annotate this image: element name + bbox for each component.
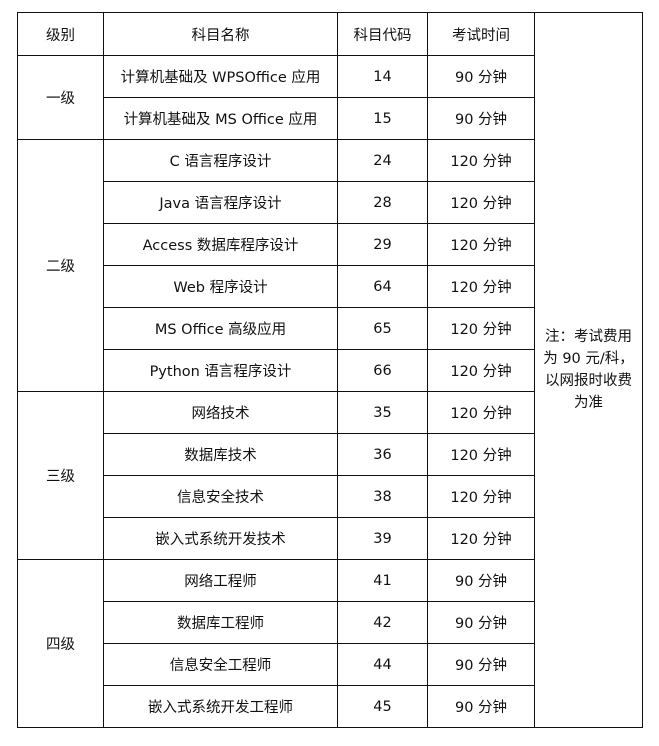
exam-time: 120 分钟 — [427, 349, 535, 392]
subject-name: 信息安全工程师 — [103, 643, 338, 686]
table-row: 信息安全工程师 44 90 分钟 — [18, 643, 643, 686]
table-row: Python 语言程序设计 66 120 分钟 — [18, 349, 643, 392]
header-subject-name: 科目名称 — [103, 12, 338, 56]
table-row: MS Office 高级应用 65 120 分钟 — [18, 307, 643, 350]
exam-time: 120 分钟 — [427, 517, 535, 560]
exam-time: 120 分钟 — [427, 181, 535, 224]
level-label: 二级 — [17, 139, 104, 392]
table-row: 数据库技术 36 120 分钟 — [18, 433, 643, 476]
exam-time: 120 分钟 — [427, 391, 535, 434]
subject-code: 45 — [337, 685, 428, 728]
header-exam-time: 考试时间 — [427, 12, 535, 56]
subject-code: 24 — [337, 139, 428, 182]
subject-name: 信息安全技术 — [103, 475, 338, 518]
exam-time: 120 分钟 — [427, 139, 535, 182]
subject-code: 36 — [337, 433, 428, 476]
subject-name: 数据库技术 — [103, 433, 338, 476]
exam-time: 120 分钟 — [427, 433, 535, 476]
subject-name: Python 语言程序设计 — [103, 349, 338, 392]
table-row: Access 数据库程序设计 29 120 分钟 — [18, 223, 643, 266]
table-row: 四级 网络工程师 41 90 分钟 — [17, 559, 643, 728]
exam-time: 120 分钟 — [427, 307, 535, 350]
exam-time: 90 分钟 — [427, 685, 535, 728]
subject-code: 14 — [337, 55, 428, 98]
fee-note: 注：考试费用为 90 元/科，以网报时收费为准 — [534, 12, 643, 728]
exam-time: 120 分钟 — [427, 475, 535, 518]
exam-time: 120 分钟 — [427, 265, 535, 308]
subject-name: 嵌入式系统开发工程师 — [103, 685, 338, 728]
subject-name: 网络工程师 — [103, 559, 338, 602]
subject-code: 35 — [337, 391, 428, 434]
exam-time: 90 分钟 — [427, 601, 535, 644]
table-row: Java 语言程序设计 28 120 分钟 — [18, 181, 643, 224]
subject-code: 64 — [337, 265, 428, 308]
subject-name: 数据库工程师 — [103, 601, 338, 644]
table-row: 三级 网络技术 35 120 分钟 — [17, 391, 643, 560]
exam-subjects-table: 级别 科目名称 科目代码 考试时间 注：考试费用为 90 元/科，以网报时收费为准 一级计… — [17, 12, 643, 728]
level-label: 一级 — [17, 55, 104, 140]
table-row: 计算机基础及 MS Office 应用 15 90 分钟 — [18, 97, 643, 140]
subject-code: 42 — [337, 601, 428, 644]
subject-code: 29 — [337, 223, 428, 266]
table-row: 二级 C 语言程序设计 24 120 分钟 — [17, 139, 643, 392]
exam-time: 90 分钟 — [427, 55, 535, 98]
subject-name: 网络技术 — [103, 391, 338, 434]
subject-name: C 语言程序设计 — [103, 139, 338, 182]
subject-name: 计算机基础及 WPSOffice 应用 — [103, 55, 338, 98]
subject-code: 15 — [337, 97, 428, 140]
subject-name: Java 语言程序设计 — [103, 181, 338, 224]
header-level: 级别 — [17, 12, 104, 56]
table-row: 数据库工程师 42 90 分钟 — [18, 601, 643, 644]
header-subject-code: 科目代码 — [337, 12, 428, 56]
table-row: 一级 计算机基础及 WPSOffice 应用 14 90 分钟 — [17, 55, 643, 140]
subject-name: 嵌入式系统开发技术 — [103, 517, 338, 560]
table-row: 嵌入式系统开发工程师 45 90 分钟 — [18, 685, 643, 728]
subject-code: 65 — [337, 307, 428, 350]
subject-code: 28 — [337, 181, 428, 224]
level-label: 三级 — [17, 391, 104, 560]
table-row: Web 程序设计 64 120 分钟 — [18, 265, 643, 308]
subject-code: 66 — [337, 349, 428, 392]
subject-code: 44 — [337, 643, 428, 686]
subject-code: 38 — [337, 475, 428, 518]
subject-name: 计算机基础及 MS Office 应用 — [103, 97, 338, 140]
exam-time: 120 分钟 — [427, 223, 535, 266]
subject-code: 41 — [337, 559, 428, 602]
subject-name: MS Office 高级应用 — [103, 307, 338, 350]
exam-time: 90 分钟 — [427, 97, 535, 140]
exam-time: 90 分钟 — [427, 643, 535, 686]
header-row: 级别 科目名称 科目代码 考试时间 注：考试费用为 90 元/科，以网报时收费为准 — [17, 12, 643, 728]
level-label: 四级 — [17, 559, 104, 728]
subject-name: Web 程序设计 — [103, 265, 338, 308]
subject-code: 39 — [337, 517, 428, 560]
subject-name: Access 数据库程序设计 — [103, 223, 338, 266]
exam-time: 90 分钟 — [427, 559, 535, 602]
